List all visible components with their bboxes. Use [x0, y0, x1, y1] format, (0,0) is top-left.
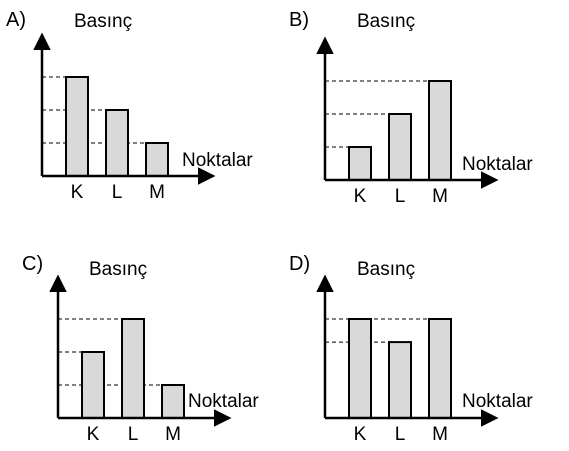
- category-label: L: [395, 424, 406, 445]
- bar-m: [428, 80, 452, 181]
- bar-l: [121, 318, 145, 419]
- x-axis-label: Noktalar: [462, 154, 533, 175]
- y-axis-label: Basınç: [74, 11, 132, 32]
- bar-k: [348, 318, 372, 419]
- bar-l: [105, 109, 129, 177]
- bar-k: [348, 146, 372, 181]
- option-key: B): [289, 9, 309, 31]
- chart-option-a: A) Basınç Noktalar K L M: [6, 9, 253, 203]
- category-label: L: [128, 424, 139, 445]
- option-key: D): [289, 253, 310, 275]
- y-axis-label: Basınç: [89, 259, 147, 280]
- category-label: M: [432, 424, 448, 445]
- category-label: M: [149, 182, 165, 203]
- category-label: M: [165, 424, 181, 445]
- category-label: K: [354, 424, 367, 445]
- x-axis-label: Noktalar: [188, 391, 259, 412]
- x-axis-label: Noktalar: [462, 391, 533, 412]
- chart-option-b: B) Basınç Noktalar K L M: [289, 9, 533, 207]
- chart-option-c: C) Basınç Noktalar K L M: [22, 253, 259, 445]
- bar-m: [428, 318, 452, 419]
- bar-m: [145, 142, 169, 177]
- category-label: L: [112, 182, 123, 203]
- category-label: M: [432, 186, 448, 207]
- option-key: A): [6, 9, 26, 31]
- y-axis-label: Basınç: [357, 11, 415, 32]
- bar-l: [388, 341, 412, 420]
- category-label: K: [87, 424, 100, 445]
- category-label: L: [395, 186, 406, 207]
- bar-m: [161, 384, 185, 419]
- y-axis-label: Basınç: [357, 259, 415, 280]
- category-label: K: [354, 186, 367, 207]
- category-label: K: [71, 182, 84, 203]
- bar-l: [388, 113, 412, 181]
- chart-option-d: D) Basınç Noktalar K L M: [289, 253, 533, 445]
- option-key: C): [22, 253, 43, 275]
- x-axis-label: Noktalar: [182, 150, 253, 171]
- bar-k: [81, 351, 105, 419]
- bar-k: [65, 76, 89, 177]
